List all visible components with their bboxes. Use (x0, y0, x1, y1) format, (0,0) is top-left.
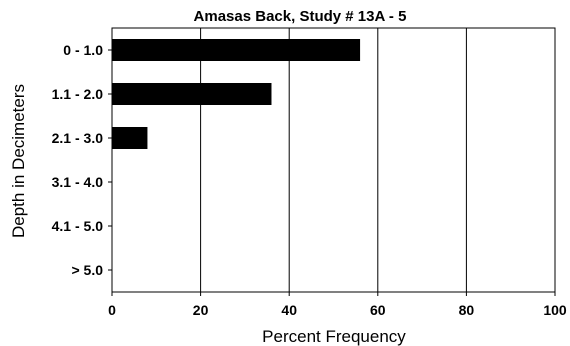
y-tick-label: 4.1 - 5.0 (52, 218, 104, 234)
chart-title: Amasas Back, Study # 13A - 5 (194, 8, 407, 25)
y-axis-label: Depth in Decimeters (9, 84, 28, 238)
x-tick-label: 80 (459, 302, 475, 318)
x-tick-label: 60 (370, 302, 386, 318)
y-tick-labels: 0 - 1.0 1.1 - 2.0 2.1 - 3.0 3.1 - 4.0 4.1 - … (52, 42, 112, 278)
y-tick-label: 3.1 - 4.0 (52, 174, 104, 190)
y-tick-label: > 5.0 (71, 262, 103, 278)
y-tick-label: 2.1 - 3.0 (52, 130, 104, 146)
y-tick-label: 0 - 1.0 (63, 42, 103, 58)
bars (112, 39, 361, 149)
bar (112, 127, 148, 149)
bar (112, 39, 361, 61)
x-axis-label: Percent Frequency (262, 327, 406, 346)
x-tick-label: 0 (108, 302, 116, 318)
plot-frame (111, 27, 556, 293)
x-tick-label: 20 (193, 302, 209, 318)
x-tick-label: 100 (543, 302, 567, 318)
bar (112, 83, 272, 105)
grid-lines (200, 28, 467, 292)
y-tick-label: 1.1 - 2.0 (52, 86, 104, 102)
x-tick-label: 40 (281, 302, 297, 318)
x-tick-labels: 0 20 40 60 80 100 (108, 292, 567, 318)
